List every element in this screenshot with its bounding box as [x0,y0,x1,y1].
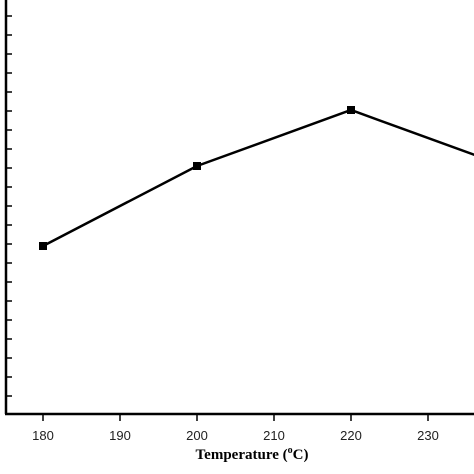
series-line [42,108,474,248]
x-tick-label: 190 [109,428,131,443]
data-point-marker [39,242,47,250]
x-tick-label: 210 [263,428,285,443]
y-axis-ticks [6,15,12,397]
x-axis-ticks [42,414,429,421]
x-tick-label: 220 [340,428,362,443]
data-point-marker [347,106,355,114]
x-tick-label: 180 [32,428,54,443]
data-point-marker [193,162,201,170]
x-axis-tick-labels: 180 190 200 210 220 230 [32,428,439,443]
x-axis-title: Temperature (oC) [196,445,309,463]
series-markers [39,106,355,250]
x-tick-label: 230 [417,428,439,443]
x-tick-label: 200 [186,428,208,443]
plot-area: 180 190 200 210 220 230 [4,0,474,443]
x-axis-title-end: C) [293,447,309,463]
x-axis-title-superscript: o [288,445,293,456]
